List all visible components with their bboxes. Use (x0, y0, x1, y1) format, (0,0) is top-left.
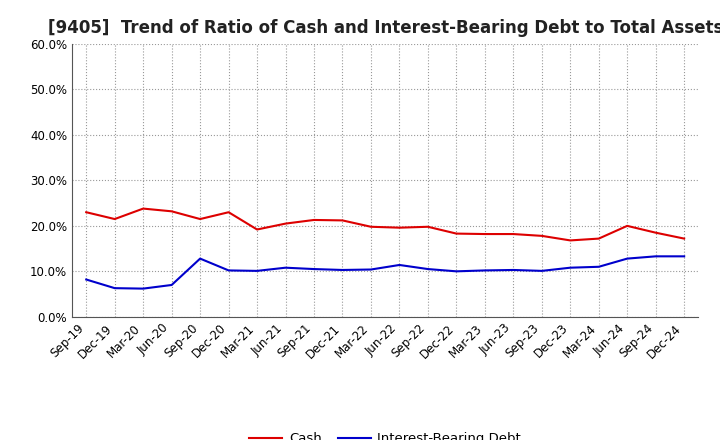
Cash (366, 224, 375, 229)
Interest-Bearing Debt (225, 268, 233, 273)
Interest-Bearing Debt (167, 282, 176, 288)
Cash (423, 224, 432, 229)
Cash (566, 238, 575, 243)
Line: Cash: Cash (86, 209, 684, 240)
Interest-Bearing Debt (196, 256, 204, 261)
Cash (196, 216, 204, 222)
Interest-Bearing Debt (423, 266, 432, 271)
Cash (225, 209, 233, 215)
Interest-Bearing Debt (366, 267, 375, 272)
Interest-Bearing Debt (338, 268, 347, 273)
Interest-Bearing Debt (110, 286, 119, 291)
Cash (623, 223, 631, 228)
Cash (338, 218, 347, 223)
Cash (110, 216, 119, 222)
Interest-Bearing Debt (680, 254, 688, 259)
Cash (452, 231, 461, 236)
Cash (253, 227, 261, 232)
Cash (282, 221, 290, 226)
Cash (82, 209, 91, 215)
Cash (537, 233, 546, 238)
Interest-Bearing Debt (623, 256, 631, 261)
Interest-Bearing Debt (566, 265, 575, 270)
Interest-Bearing Debt (509, 268, 518, 273)
Interest-Bearing Debt (395, 262, 404, 268)
Interest-Bearing Debt (282, 265, 290, 270)
Interest-Bearing Debt (82, 277, 91, 282)
Cash (509, 231, 518, 237)
Title: [9405]  Trend of Ratio of Cash and Interest-Bearing Debt to Total Assets: [9405] Trend of Ratio of Cash and Intere… (48, 19, 720, 37)
Interest-Bearing Debt (139, 286, 148, 291)
Cash (139, 206, 148, 211)
Cash (652, 230, 660, 235)
Interest-Bearing Debt (595, 264, 603, 269)
Interest-Bearing Debt (537, 268, 546, 274)
Cash (310, 217, 318, 223)
Interest-Bearing Debt (310, 266, 318, 271)
Interest-Bearing Debt (652, 254, 660, 259)
Cash (595, 236, 603, 241)
Interest-Bearing Debt (253, 268, 261, 274)
Cash (480, 231, 489, 237)
Legend: Cash, Interest-Bearing Debt: Cash, Interest-Bearing Debt (244, 427, 526, 440)
Line: Interest-Bearing Debt: Interest-Bearing Debt (86, 257, 684, 289)
Cash (167, 209, 176, 214)
Cash (395, 225, 404, 230)
Cash (680, 236, 688, 241)
Interest-Bearing Debt (480, 268, 489, 273)
Interest-Bearing Debt (452, 269, 461, 274)
